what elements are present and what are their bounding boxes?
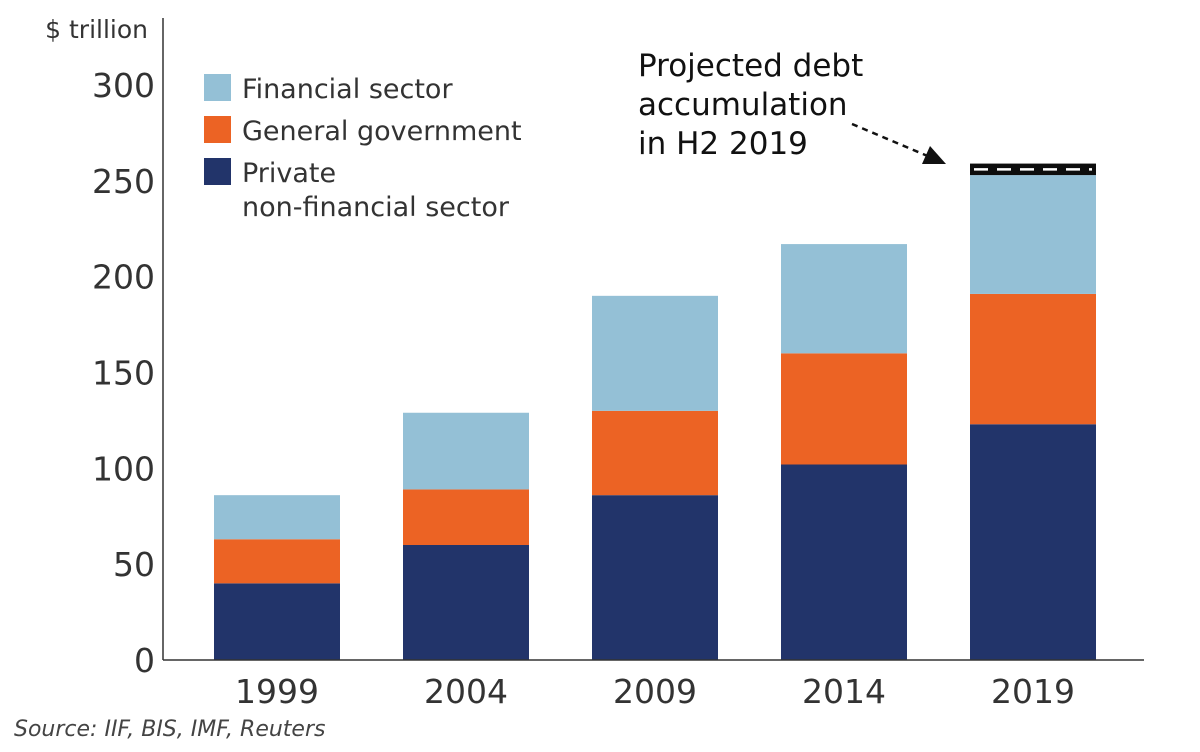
y-unit-label: $ trillion (45, 15, 148, 44)
annotation-text: accumulation (638, 87, 848, 123)
bar-2009-series-2 (592, 295, 718, 411)
legend: Financial sector General government Privat… (204, 74, 522, 223)
legend-label: Private (242, 158, 336, 189)
y-tick-label: 200 (92, 258, 155, 297)
bar-2014-series-1 (781, 353, 907, 465)
y-tick-label: 300 (92, 66, 155, 105)
x-tick-label: 2009 (613, 672, 697, 711)
axes-layer: 1999 2004 2009 2014 2019 0 50 100 150 200 250 300 $ … (45, 15, 1144, 711)
bar-2014-series-0 (781, 464, 907, 660)
bar-2004-series-1 (403, 489, 529, 545)
bar-2014-series-2 (781, 244, 907, 354)
y-tick-label: 150 (92, 354, 155, 393)
bar-1999-series-1 (214, 539, 340, 584)
y-tick-label: 100 (92, 449, 155, 488)
legend-swatch (204, 116, 231, 143)
x-tick-label: 2014 (802, 672, 886, 711)
annotation-text: Projected debt (638, 48, 863, 84)
legend-label: non-financial sector (242, 192, 510, 223)
bars-layer (214, 163, 1096, 660)
x-tick-label: 2019 (991, 672, 1075, 711)
legend-label: General government (242, 116, 522, 147)
annotation-text: in H2 2019 (638, 126, 808, 162)
legend-label: Financial sector (242, 74, 453, 105)
bar-2009-series-0 (592, 495, 718, 660)
bar-2019-series-0 (970, 424, 1096, 660)
annotation-arrow-head (922, 146, 946, 164)
y-tick-label: 250 (92, 162, 155, 201)
bar-1999-series-2 (214, 495, 340, 540)
legend-swatch (204, 158, 231, 185)
x-tick-label: 1999 (235, 672, 319, 711)
bar-2019-series-1 (970, 293, 1096, 425)
x-tick-label: 2004 (424, 672, 508, 711)
bar-2019-series-2 (970, 175, 1096, 294)
annotation-arrow-line (851, 122, 931, 159)
bar-2009-series-1 (592, 410, 718, 496)
bar-2004-series-0 (403, 545, 529, 660)
y-tick-label: 50 (113, 545, 155, 584)
y-tick-label: 0 (134, 641, 155, 680)
legend-swatch (204, 74, 231, 101)
bar-1999-series-0 (214, 583, 340, 660)
source-note: Source: IIF, BIS, IMF, Reuters (14, 717, 326, 742)
bar-2004-series-2 (403, 412, 529, 490)
